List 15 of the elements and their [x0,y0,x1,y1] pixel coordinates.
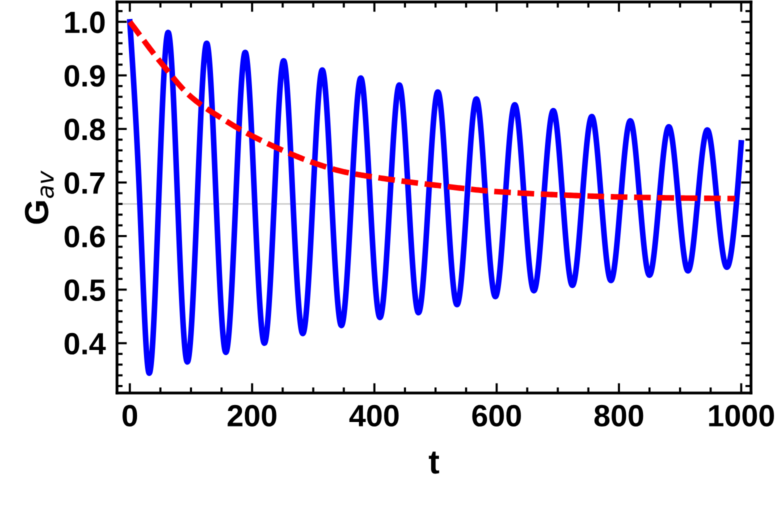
y-axis-title: G$_{av}$ [24,170,54,224]
y-tick-label: 0.5 [64,279,106,301]
y-tick-label: 0.6 [64,226,105,248]
y-tick-label: 0.4 [64,332,106,355]
y-tick-label: 1.0 [65,12,105,34]
x-tick-label: 600 [472,404,521,427]
x-tick-label: 0 [122,404,138,427]
y-tick-label: 0.8 [64,118,105,140]
x-tick-label: 800 [594,404,644,427]
y-tick-label: 0.7 [64,172,105,194]
x-axis-title: t [428,452,440,474]
x-tick-label: 1000 [709,404,774,427]
x-tick-label: 200 [228,404,276,427]
y-tick-label: 0.9 [64,65,105,87]
x-tick-label: 400 [349,404,399,427]
